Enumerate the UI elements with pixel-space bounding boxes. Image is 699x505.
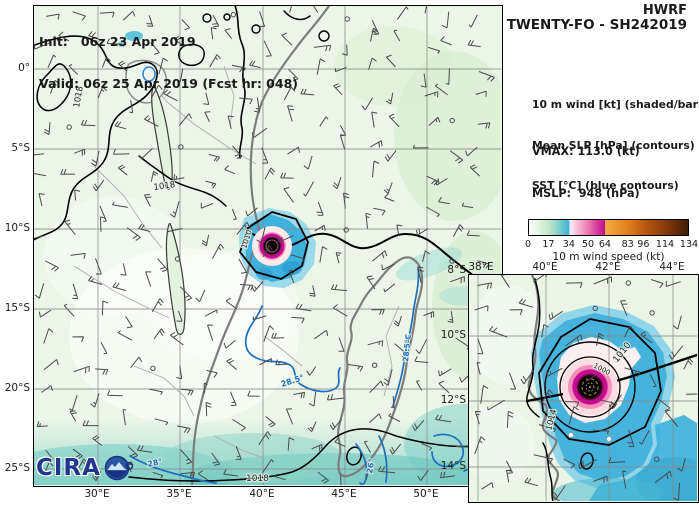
wind-speed-colorbar: [528, 219, 689, 236]
mslp-value: MSLP: 948 (hPa): [532, 187, 640, 200]
main-map: 1018 1018 1018 1010 28.5° 28° 26° 28.5°C…: [33, 5, 503, 487]
main-lon-label: 45°E: [331, 488, 357, 500]
colorbar-label: 10 m wind speed (kt): [552, 251, 665, 263]
colorbar-tick: 83: [621, 239, 634, 250]
colorbar-tick: 17: [542, 239, 555, 250]
init-time: Init: 06z 23 Apr 2019: [39, 34, 196, 49]
model-name: HWRF: [642, 3, 687, 18]
main-lon-label: 35°E: [166, 488, 192, 500]
colorbar-tick: 50: [582, 239, 595, 250]
inset-lon-label: 42°E: [595, 261, 621, 273]
inset-map-canvas: 1010 1000 1014: [469, 275, 697, 501]
info-panel: HWRF TWENTY-FO - SH242019: [503, 0, 699, 505]
storm-vitals: VMAX: 113.0 (kt) MSLP: 948 (hPa): [532, 117, 640, 229]
main-lat-label: 20°S: [4, 382, 30, 394]
inset-lon-label: 38°E: [468, 261, 494, 273]
storm-core: [252, 226, 292, 266]
slp-label: 1018: [153, 180, 176, 193]
main-lat-label: 10°S: [4, 222, 30, 234]
slp-label: 1018: [246, 474, 269, 484]
madagascar-coastline: [337, 256, 424, 478]
vmax-value: VMAX: 113.0 (kt): [532, 145, 640, 158]
legend: 10 m wind [kt] (shaded/barb) Mean SLP [h…: [532, 71, 699, 220]
inset-lon-label: 40°E: [532, 261, 558, 273]
main-lon-label: 50°E: [413, 488, 439, 500]
storm-slp-ring: [239, 211, 309, 280]
main-lon-label: 40°E: [249, 488, 275, 500]
wind-barbs: [474, 275, 697, 501]
colorbar-tick: 114: [655, 239, 675, 250]
storm-id: TWENTY-FO - SH242019: [506, 17, 687, 33]
slp-label: 1018: [72, 85, 86, 108]
main-lat-label: 5°S: [11, 142, 30, 154]
sst-label: 26°: [365, 458, 376, 474]
colorbar-tick: 96: [637, 239, 650, 250]
inset-lat-label: 14°S: [440, 460, 466, 472]
inset-map: 1010 1000 1014: [468, 274, 699, 503]
run-time-annotation: Init: 06z 23 Apr 2019 Valid: 06z 25 Apr …: [39, 7, 298, 119]
sst-label: 28.5°C: [401, 333, 413, 362]
valid-time: Valid: 06z 25 Apr 2019 (Fcst hr: 048): [39, 76, 298, 91]
cira-logo-emblem: [104, 455, 134, 481]
inset-lat-label: 12°S: [440, 394, 466, 406]
cira-logo-text: CIRA: [36, 455, 101, 481]
main-lat-label: 0°: [18, 62, 30, 74]
sst-label: 28°: [147, 457, 164, 469]
main-lat-label: 25°S: [4, 462, 30, 474]
inset-lat-label: 8°S: [447, 264, 466, 276]
inset-lon-label: 44°E: [659, 261, 685, 273]
colorbar-tick: 134: [679, 239, 699, 250]
colorbar-tick: 0: [524, 239, 532, 250]
legend-sst-line: SST [°C] (blue contours): [532, 179, 679, 192]
colorbar-tick: 64: [598, 239, 611, 250]
legend-shading-line: 10 m wind [kt] (shaded/barb): [532, 98, 699, 111]
main-lon-label: 30°E: [84, 488, 110, 500]
inset-coastline: [527, 275, 561, 501]
main-lat-label: 15°S: [4, 302, 30, 314]
colorbar-tick: 34: [562, 239, 575, 250]
cira-logo: CIRA: [36, 454, 134, 482]
inset-lat-label: 10°S: [440, 329, 466, 341]
wind-barbs: [34, 6, 495, 485]
main-map-canvas: 1018 1018 1018 1010 28.5° 28° 26° 28.5°C: [34, 6, 501, 485]
legend-contours-line: Mean SLP [hPa] (contours): [532, 138, 695, 152]
